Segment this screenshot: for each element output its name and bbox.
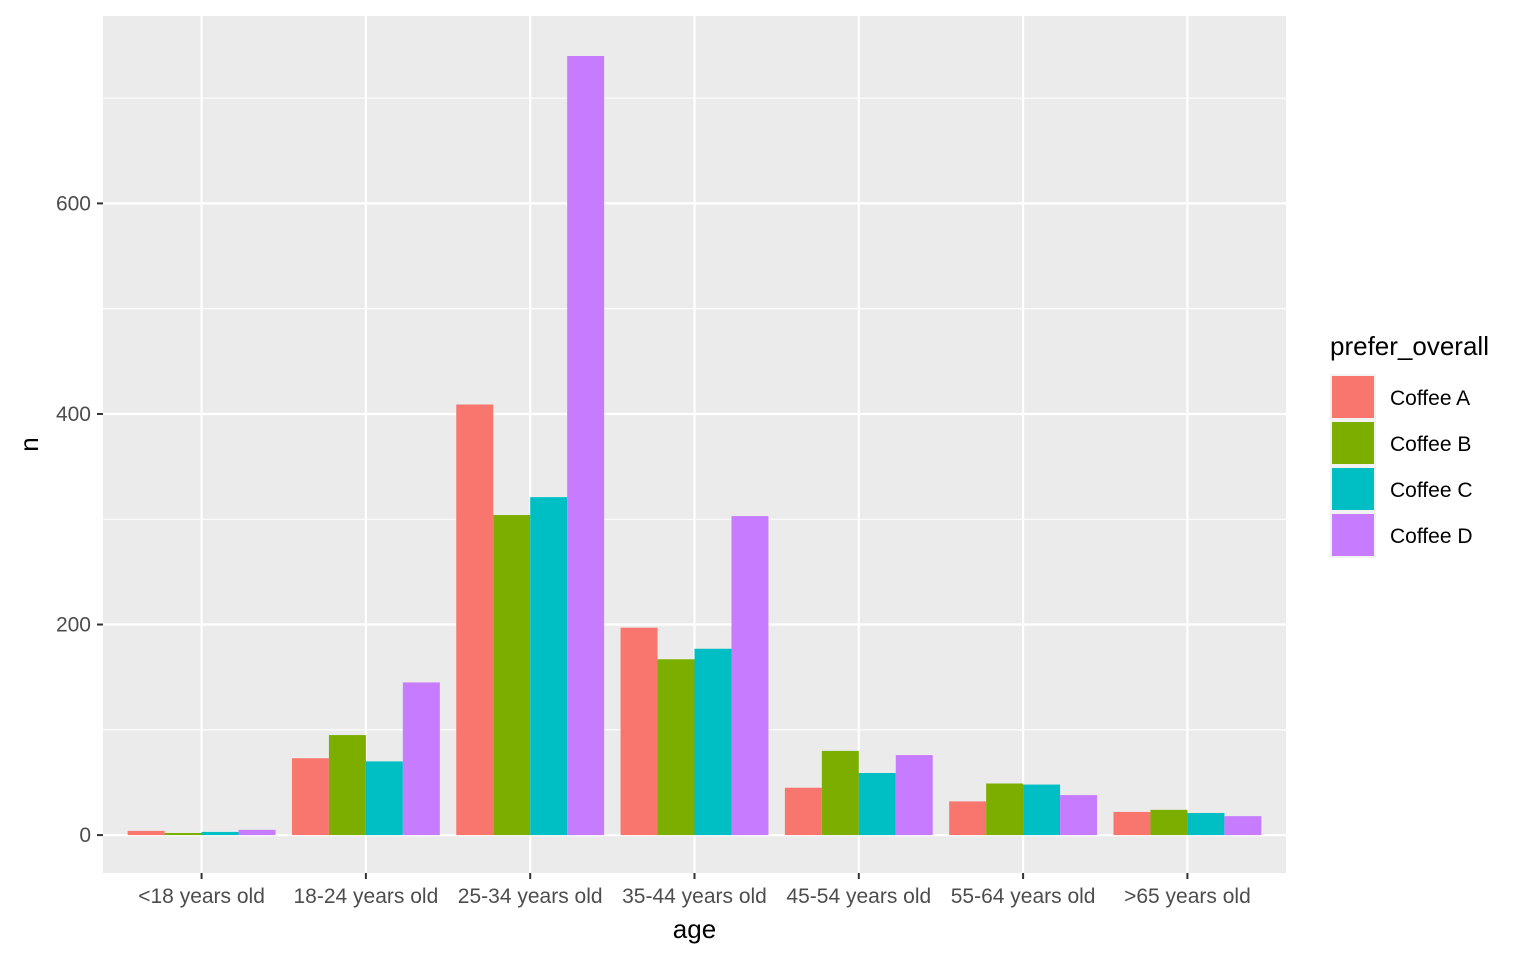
y-tick-label: 200 [56,614,91,637]
x-tick-label: <18 years old [138,885,265,908]
bar [1224,816,1262,836]
x-tick-label: 45-54 years old [786,885,931,908]
bar [127,830,165,836]
bar [456,404,494,836]
legend-swatch [1332,514,1374,556]
x-tick-label: 55-64 years old [951,885,1096,908]
bar [365,761,403,836]
bar [821,750,859,836]
legend-label: Coffee C [1390,479,1473,502]
bar [164,832,202,836]
legend-swatch [1332,468,1374,510]
bar [328,735,366,836]
y-axis: 0 200 400 600 [56,192,103,847]
y-axis-title: n [14,437,44,451]
bar [201,831,239,836]
x-tick-label: 35-44 years old [622,885,767,908]
bar [1113,811,1151,836]
x-tick-label: 18-24 years old [294,885,439,908]
bar [1187,812,1225,836]
y-tick-label: 0 [79,824,91,847]
bar [1150,809,1188,836]
bar [731,516,769,836]
bar [895,755,933,836]
bar [1023,784,1061,836]
x-axis: <18 years old 18-24 years old 25-34 years … [138,873,1251,908]
legend-label: Coffee D [1390,525,1473,548]
y-tick-label: 600 [56,192,91,215]
bar [694,648,732,836]
bar [291,758,329,836]
y-tick-label: 400 [56,403,91,426]
bar [620,627,658,836]
bar [493,515,531,836]
bar [530,497,568,836]
legend-title: prefer_overall [1330,331,1489,361]
legend-label: Coffee A [1390,387,1470,410]
bar [858,772,896,836]
x-tick-label: 25-34 years old [458,885,603,908]
bar [1060,795,1098,836]
legend-swatch [1332,422,1374,464]
x-axis-title: age [673,914,716,944]
bar [238,829,276,836]
legend-items: Coffee A Coffee B Coffee C Coffee D [1330,374,1473,558]
bar [949,801,987,836]
bar [567,56,605,836]
legend-label: Coffee B [1390,433,1471,456]
bar [402,682,440,836]
bar [986,783,1024,836]
x-tick-label: >65 years old [1124,885,1251,908]
bar [657,659,695,836]
bar [784,787,822,836]
bars-group [127,56,1262,836]
legend-swatch [1332,376,1374,418]
